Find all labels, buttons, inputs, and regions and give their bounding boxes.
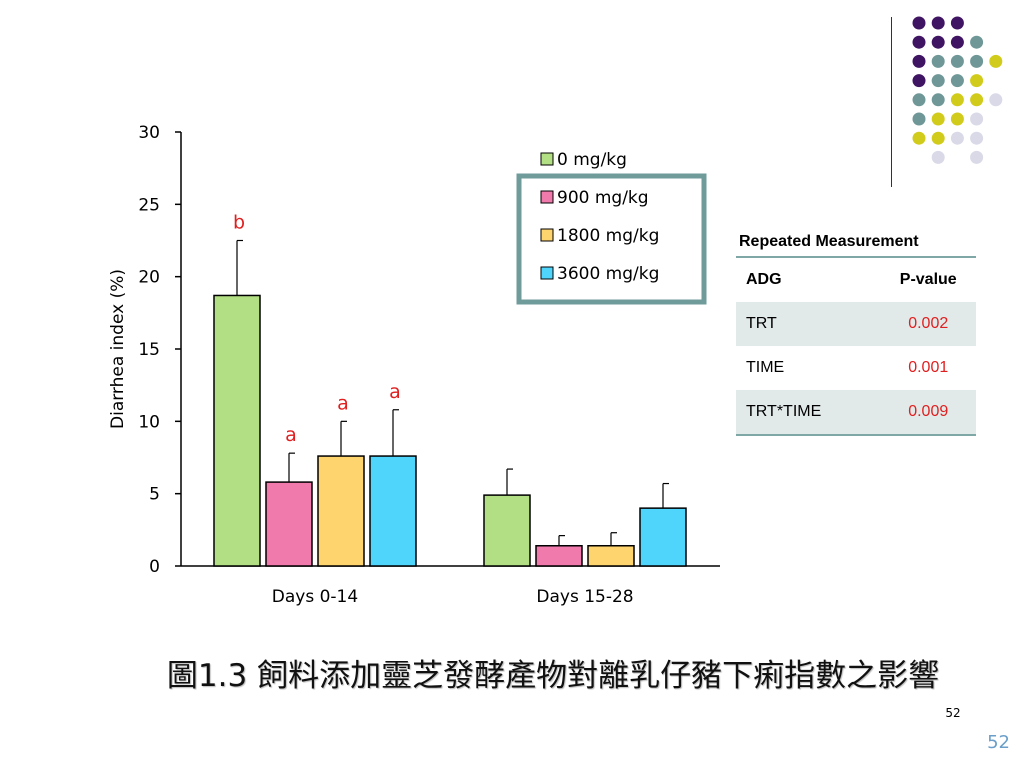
x-category-label: Days 15-28 (536, 587, 633, 607)
y-tick-label: 30 (138, 123, 160, 143)
bar (213, 294, 261, 567)
y-tick-label: 20 (138, 268, 160, 288)
y-axis-label: Diarrhea index (%) (108, 269, 128, 429)
decorative-dot (989, 54, 1003, 68)
legend-swatch (540, 190, 554, 204)
decorative-dot (931, 112, 945, 126)
bar (639, 507, 687, 567)
bar (369, 455, 417, 567)
stats-header-pvalue: P-value (870, 258, 976, 302)
stats-table-title: Repeated Measurement (736, 228, 976, 258)
significance-label: a (285, 424, 297, 446)
significance-label: a (389, 381, 401, 403)
decorative-dot (970, 93, 984, 107)
legend-label: 0 mg/kg (557, 150, 627, 170)
bar (265, 481, 313, 567)
decorative-dot (970, 112, 984, 126)
decorative-dot (912, 16, 926, 30)
decorative-dot (970, 35, 984, 49)
decorative-dot (912, 131, 926, 145)
bar-chart: 0 5 10 15 20 25 30 Diarrhea index (%) b a a a Days 0… (108, 123, 720, 607)
decorative-dot (912, 54, 926, 68)
significance-label: b (233, 212, 245, 234)
decorative-dot (931, 150, 945, 164)
decorative-dot (950, 93, 964, 107)
stats-row-label: TRT*TIME (736, 390, 871, 436)
bar (483, 494, 531, 567)
legend-box (516, 173, 707, 305)
decorative-dot (950, 131, 964, 145)
y-tick-label: 0 (149, 557, 160, 577)
decorative-dot (950, 74, 964, 88)
decorative-dot (931, 74, 945, 88)
stats-table: Repeated Measurement ADG P-value TRT 0.0… (736, 228, 976, 436)
decorative-dot (912, 74, 926, 88)
decorative-dots (912, 16, 1003, 164)
page-number-small: 52 (945, 706, 961, 720)
stats-row-label: TRT (736, 302, 871, 346)
decorative-dot (970, 74, 984, 88)
stats-header-term: ADG (736, 258, 871, 302)
y-tick-label: 15 (138, 340, 160, 360)
decorative-dot (950, 16, 964, 30)
decorative-dot (931, 35, 945, 49)
bar (317, 455, 365, 567)
x-category-label: Days 0-14 (272, 587, 358, 607)
y-tick-label: 10 (138, 412, 160, 432)
decorative-divider (891, 17, 892, 187)
legend-label: 3600 mg/kg (557, 264, 659, 284)
decorative-dot (970, 54, 984, 68)
decorative-dot (931, 16, 945, 30)
decorative-dot (912, 93, 926, 107)
page-number: 52 (987, 732, 1010, 753)
legend-swatch (540, 266, 554, 280)
bar (535, 544, 583, 567)
decorative-dot (912, 112, 926, 126)
decorative-dot (931, 131, 945, 145)
decorative-dot (912, 35, 926, 49)
decorative-dot (989, 93, 1003, 107)
legend-swatch (540, 228, 554, 242)
decorative-dot (970, 150, 984, 164)
legend-label: 1800 mg/kg (557, 226, 659, 246)
decorative-dot (931, 54, 945, 68)
legend-swatch (540, 152, 554, 166)
stats-row-pvalue: 0.002 (870, 302, 976, 346)
decorative-dot (950, 112, 964, 126)
figure-caption: 圖1.3 飼料添加靈芝發酵產物對離乳仔豬下痢指數之影響 (166, 658, 940, 694)
stats-row-label: TIME (746, 359, 785, 376)
decorative-dot (950, 35, 964, 49)
decorative-dot (950, 54, 964, 68)
legend-label: 900 mg/kg (557, 188, 649, 208)
significance-label: a (337, 392, 349, 414)
stats-row-pvalue: 0.001 (908, 359, 949, 376)
decorative-dot (931, 93, 945, 107)
stats-row-pvalue: 0.009 (870, 390, 976, 436)
y-tick-label: 25 (138, 195, 160, 215)
y-tick-label: 5 (149, 485, 160, 505)
bar (587, 544, 635, 567)
decorative-dot (970, 131, 984, 145)
